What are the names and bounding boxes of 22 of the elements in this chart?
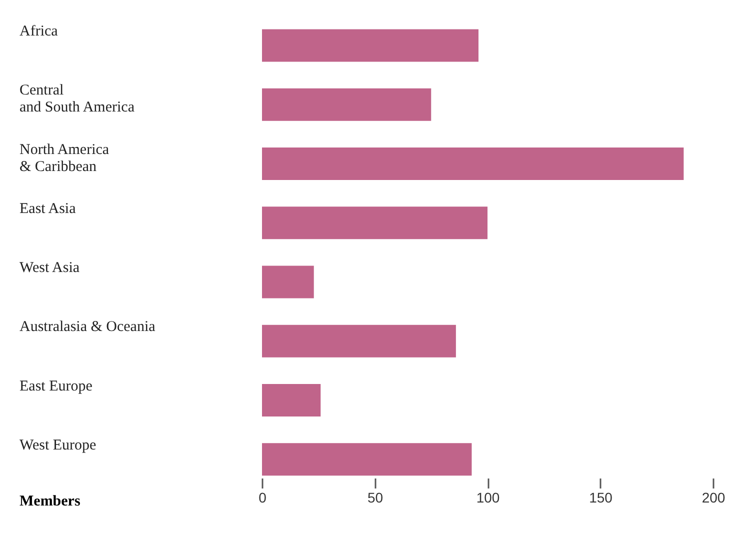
y-tick-label: Africa (20, 24, 58, 40)
x-tick-label: 50 (367, 490, 384, 506)
bar (262, 88, 432, 121)
x-axis-title: Members (20, 494, 80, 510)
bar (262, 29, 478, 62)
y-tick-label: Central and South America (20, 82, 135, 116)
y-tick-label: North America & Caribbean (20, 142, 110, 175)
y-tick-label: West Asia (20, 260, 80, 276)
bar (262, 266, 314, 298)
y-tick-label: East Asia (20, 200, 76, 217)
y-tick-label: Australasia & Oceania (20, 319, 156, 336)
bar (262, 148, 684, 180)
bar (262, 384, 321, 417)
x-tick-label: 100 (476, 490, 500, 506)
bar (262, 324, 456, 358)
bar (262, 206, 488, 240)
x-tick-label: 0 (258, 490, 267, 506)
bar (262, 443, 472, 476)
y-tick-label: West Europe (20, 437, 97, 454)
x-tick-label: 200 (702, 490, 726, 506)
x-tick-label: 150 (589, 490, 613, 506)
y-tick-label: East Europe (20, 378, 93, 394)
